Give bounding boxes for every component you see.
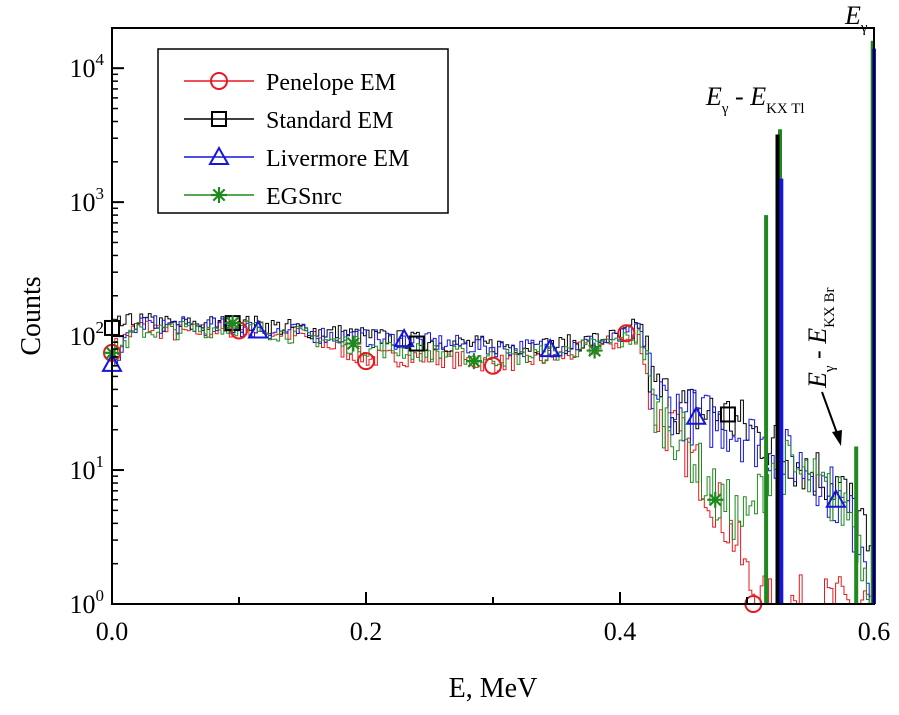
series-0-marker-4 [617, 324, 636, 343]
peak-2 [764, 215, 769, 604]
series-3-marker-4 [586, 342, 603, 359]
legend: Penelope EM Standard EM Livermore EM EGSnrc [157, 48, 449, 214]
x-tick-label-2: 0.4 [604, 617, 637, 646]
legend-marker-1 [211, 111, 227, 127]
x-axis-title: E, MeV [449, 673, 538, 704]
tick-layer [111, 67, 875, 605]
y-tick-label-2: 102 [70, 318, 105, 351]
annotation-arrowhead [832, 430, 842, 446]
y-axis-title: Counts [16, 276, 47, 355]
legend-items: Penelope EM Standard EM Livermore EM EGSnrc [184, 70, 409, 210]
y-tick-label-3: 103 [70, 184, 105, 217]
legend-box [157, 48, 449, 214]
legend-label-0: Penelope EM [266, 70, 396, 96]
series-1-marker-3 [719, 406, 736, 423]
series-1-marker-2 [408, 335, 425, 352]
legend-label-3: EGSnrc [266, 184, 342, 210]
series-2-marker-4 [685, 405, 707, 425]
series-2-marker-3 [539, 338, 561, 358]
legend-marker-0 [210, 72, 228, 90]
series-line-0 [112, 320, 873, 605]
series-3-marker-5 [707, 491, 724, 508]
y-tick-label-1: 101 [70, 452, 105, 485]
series-0-marker-3 [484, 356, 502, 375]
legend-marker-3 [211, 187, 227, 203]
annotation-arrow [821, 391, 839, 437]
series-2-marker-1 [247, 319, 269, 339]
label-layer: 0.0 0.2 0.4 0.6 100 101 102 103 104 [70, 50, 891, 646]
annotation-layer: Eγ Eγ - EKX Tl Eγ - EKX Br [705, 1, 868, 446]
legend-label-2: Livermore EM [266, 146, 409, 172]
annotation-kx-tl: Eγ - EKX Tl [705, 82, 805, 117]
series-line-3 [112, 320, 872, 605]
x-tick-label-1: 0.2 [350, 617, 383, 646]
y-tick-label-0: 100 [70, 586, 105, 619]
series-2-marker-2 [393, 328, 415, 348]
peak-1 [775, 134, 780, 604]
series-3-marker-1 [224, 315, 241, 332]
legend-marker-2 [208, 145, 230, 165]
peak-6 [854, 446, 859, 604]
series-0-marker-2 [357, 352, 375, 371]
legend-label-1: Standard EM [266, 108, 393, 134]
marker-layer [101, 315, 847, 613]
series-3-marker-2 [345, 335, 362, 352]
peak-3 [779, 178, 784, 604]
annotation-e-gamma: Eγ [844, 1, 868, 36]
series-2-marker-5 [825, 488, 847, 508]
series-3-marker-3 [465, 353, 482, 370]
y-tick-label-4: 104 [70, 50, 105, 83]
annotation-kx-br: Eγ - EKX Br [803, 287, 838, 389]
x-tick-label-0: 0.0 [96, 617, 129, 646]
x-tick-label-3: 0.6 [858, 617, 891, 646]
